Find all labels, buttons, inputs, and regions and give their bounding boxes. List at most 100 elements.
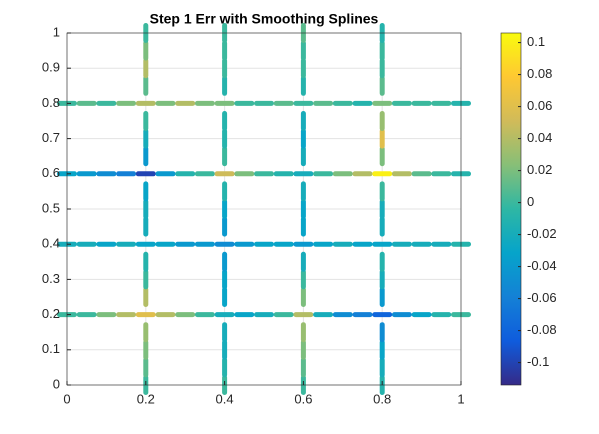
y-tick-label: 0	[53, 376, 60, 391]
point	[379, 181, 385, 202]
x-tick-label: 0.6	[294, 391, 312, 406]
y-tick-label: 1	[53, 24, 60, 39]
point	[379, 40, 385, 61]
point	[143, 75, 149, 96]
colorbar-tick-label: -0.08	[527, 322, 557, 337]
x-tick-label: 0.4	[216, 391, 234, 406]
point	[313, 312, 334, 318]
point	[300, 111, 306, 131]
point	[116, 312, 137, 318]
point	[143, 269, 149, 290]
point	[273, 241, 294, 247]
point	[135, 241, 156, 247]
point	[300, 181, 306, 202]
point	[273, 312, 294, 318]
point	[222, 322, 228, 343]
point	[313, 171, 334, 177]
point	[222, 216, 228, 237]
point	[379, 269, 385, 290]
point	[143, 181, 149, 202]
point	[332, 312, 353, 318]
point	[300, 322, 306, 343]
point	[143, 40, 149, 61]
colorbar-tick-label: 0.04	[527, 130, 552, 145]
y-tick-label: 0.8	[42, 95, 60, 110]
colorbar-tick-label: -0.04	[527, 258, 557, 273]
point	[143, 199, 149, 219]
point	[96, 100, 117, 106]
point	[214, 100, 235, 106]
point	[379, 146, 385, 167]
point	[143, 146, 149, 167]
point	[234, 171, 255, 177]
point	[379, 111, 385, 131]
point	[254, 100, 274, 106]
point	[155, 100, 176, 106]
point	[194, 171, 215, 177]
y-tick-label: 0.3	[42, 271, 60, 286]
colorbar	[500, 32, 522, 386]
point	[313, 100, 334, 106]
point	[411, 312, 432, 318]
point	[222, 128, 228, 149]
x-tick-label: 1	[457, 391, 464, 406]
colorbar-tick-label: 0	[527, 194, 534, 209]
point	[116, 171, 137, 177]
point	[222, 287, 228, 307]
point	[222, 75, 228, 96]
point	[116, 100, 137, 106]
chart-title: Step 1 Err with Smoothing Splines	[150, 11, 379, 27]
point	[300, 199, 306, 219]
colorbar-tick-label: 0.06	[527, 98, 552, 113]
y-tick-label: 0.9	[42, 60, 60, 75]
point	[222, 181, 228, 202]
point	[300, 357, 306, 378]
point	[293, 171, 314, 177]
x-tick-label: 0.8	[373, 391, 391, 406]
point	[300, 339, 306, 360]
point	[175, 100, 196, 106]
point	[372, 241, 393, 247]
point	[379, 58, 385, 79]
point	[76, 100, 97, 106]
point	[234, 241, 255, 247]
point	[379, 199, 385, 219]
colorbar-tick-label: 0.08	[527, 66, 552, 81]
point	[391, 171, 412, 177]
colorbar-tick-label: -0.1	[527, 354, 549, 369]
point	[175, 241, 196, 247]
point	[379, 216, 385, 237]
point	[194, 312, 215, 318]
point	[143, 128, 149, 149]
y-tick-label: 0.1	[42, 341, 60, 356]
point	[155, 312, 176, 318]
point	[379, 357, 385, 378]
point	[143, 111, 149, 131]
point	[300, 146, 306, 167]
point	[379, 251, 385, 272]
point	[372, 100, 393, 106]
point	[96, 241, 117, 247]
colorbar-tick-label: 0.02	[527, 162, 552, 177]
point	[155, 171, 176, 177]
point	[222, 339, 228, 360]
point	[379, 339, 385, 360]
point	[300, 269, 306, 290]
point	[175, 171, 196, 177]
colorbar-tick-label: -0.02	[527, 226, 557, 241]
point	[214, 171, 235, 177]
point	[135, 100, 156, 106]
point	[254, 241, 274, 247]
point	[431, 241, 452, 247]
point	[96, 312, 117, 318]
y-tick-label: 0.4	[42, 236, 60, 251]
point	[431, 100, 452, 106]
point	[352, 171, 373, 177]
y-tick-label: 0.7	[42, 130, 60, 145]
x-tick-label: 0.2	[137, 391, 155, 406]
y-tick-label: 0.5	[42, 200, 60, 215]
point	[254, 171, 274, 177]
point	[391, 312, 412, 318]
point	[391, 100, 412, 106]
point	[222, 40, 228, 61]
